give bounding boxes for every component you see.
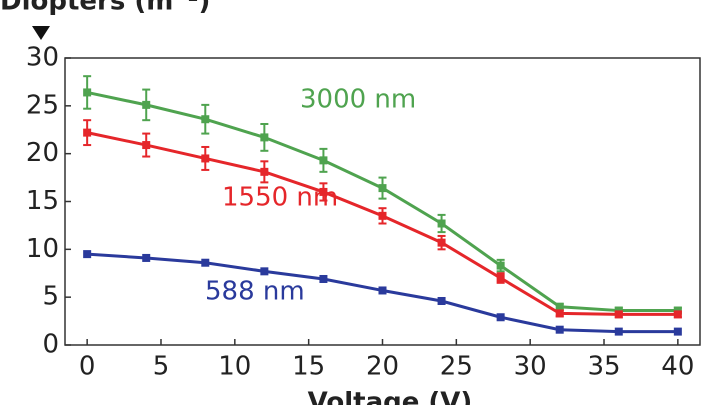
y-tick-label: 10 xyxy=(26,234,59,264)
data-point xyxy=(614,327,623,336)
axis-arrow xyxy=(32,26,50,40)
x-tick-label: 15 xyxy=(292,352,325,382)
data-point xyxy=(378,211,387,220)
data-point xyxy=(142,253,151,262)
y-tick-label: 30 xyxy=(26,43,59,73)
data-point xyxy=(673,327,682,336)
series-label: 1550 nm xyxy=(222,183,338,213)
data-point xyxy=(555,309,564,318)
y-tick-label: 25 xyxy=(26,90,59,120)
data-point xyxy=(378,286,387,295)
data-point xyxy=(319,187,328,196)
data-point xyxy=(142,141,151,150)
data-point xyxy=(437,238,446,247)
x-tick-label: 40 xyxy=(661,352,694,382)
x-tick-label: 5 xyxy=(153,352,170,382)
y-tick-label: 15 xyxy=(26,186,59,216)
y-tick-label: 5 xyxy=(42,282,59,312)
x-tick-label: 10 xyxy=(218,352,251,382)
data-point xyxy=(614,310,623,319)
data-point xyxy=(555,325,564,334)
data-point xyxy=(378,184,387,193)
x-tick-label: 35 xyxy=(587,352,620,382)
y-tick-label: 0 xyxy=(42,330,59,360)
data-point xyxy=(319,156,328,165)
data-point xyxy=(260,133,269,142)
x-axis-label: Voltage (V) xyxy=(308,388,473,405)
data-point xyxy=(260,167,269,176)
data-point xyxy=(319,274,328,283)
data-point xyxy=(496,261,505,270)
data-point xyxy=(260,267,269,276)
data-point xyxy=(437,296,446,305)
series-label: 3000 nm xyxy=(300,85,416,115)
series-line xyxy=(86,90,678,313)
data-point xyxy=(496,313,505,322)
data-point xyxy=(496,274,505,283)
data-point xyxy=(201,115,210,124)
x-tick-label: 0 xyxy=(79,352,96,382)
data-point xyxy=(142,100,151,109)
y-tick-label: 20 xyxy=(26,138,59,168)
x-tick-label: 30 xyxy=(514,352,547,382)
data-point xyxy=(437,219,446,228)
x-tick-label: 20 xyxy=(366,352,399,382)
data-point xyxy=(555,302,564,311)
data-point xyxy=(201,258,210,267)
data-point xyxy=(83,250,92,259)
data-point xyxy=(673,310,682,319)
chart-title: Diopters (m⁻¹) xyxy=(0,0,210,17)
series-label: 588 nm xyxy=(205,277,305,307)
data-point xyxy=(83,88,92,97)
data-point xyxy=(201,154,210,163)
x-tick-label: 25 xyxy=(440,352,473,382)
data-point xyxy=(83,128,92,137)
